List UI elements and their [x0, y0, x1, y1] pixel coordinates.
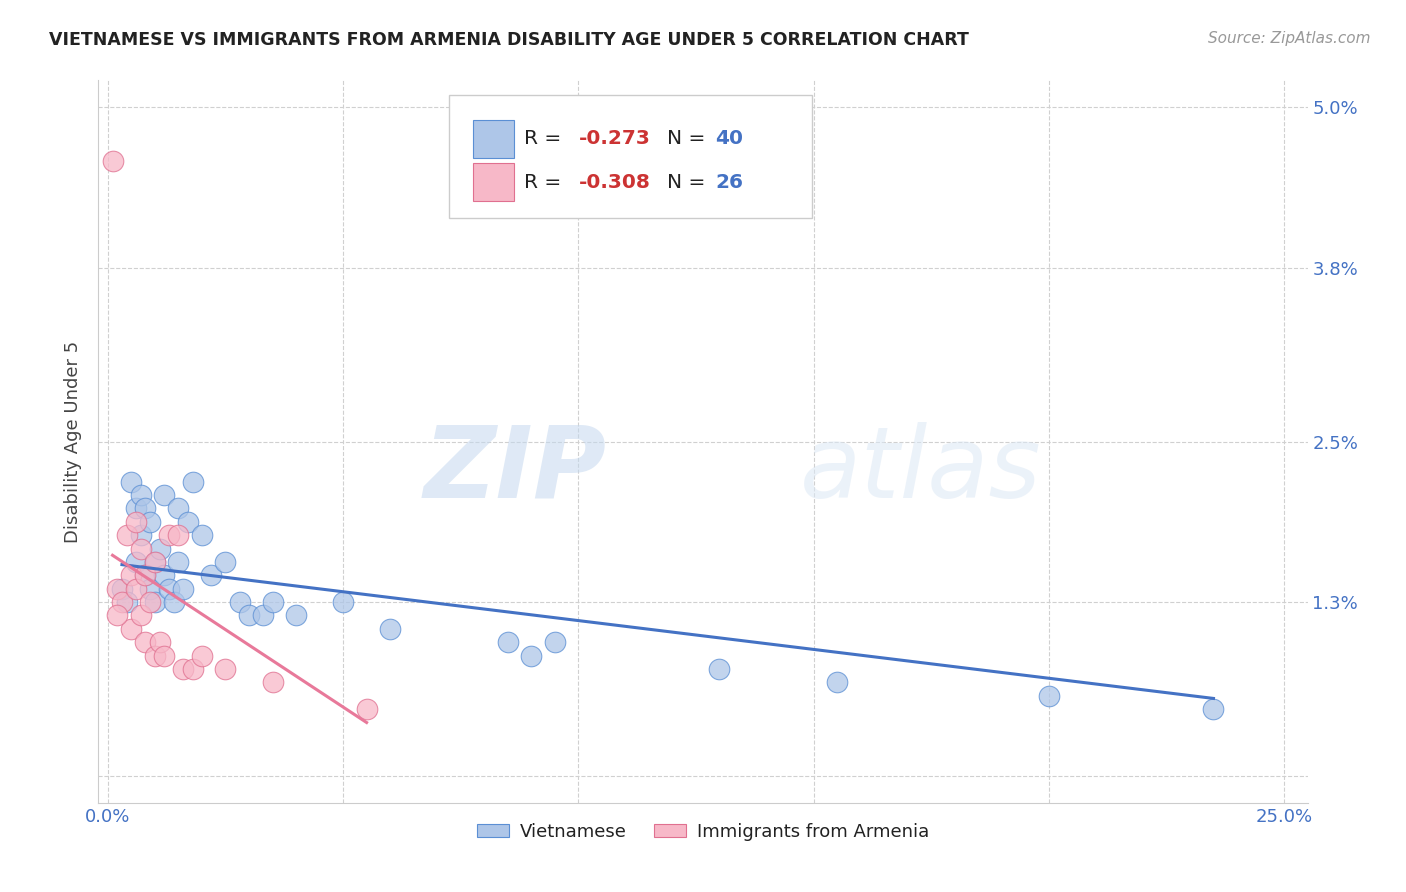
Point [544, 635, 567, 649]
Text: R =: R = [524, 173, 568, 192]
Point [157, 528, 180, 542]
Point [238, 608, 260, 623]
FancyBboxPatch shape [474, 163, 515, 201]
Point [120, 475, 142, 489]
Text: 26: 26 [716, 173, 744, 192]
Point [105, 582, 128, 596]
Point [181, 662, 204, 676]
Point [172, 582, 194, 596]
Point [200, 568, 222, 582]
Text: 40: 40 [716, 129, 744, 148]
Point [262, 675, 284, 690]
Point [115, 528, 138, 542]
Point [252, 608, 274, 623]
Point [120, 622, 142, 636]
Point [285, 608, 308, 623]
Point [177, 515, 200, 529]
Point [139, 582, 162, 596]
Point [709, 662, 731, 676]
Point [125, 555, 148, 569]
Point [134, 568, 156, 582]
Point [134, 635, 156, 649]
Point [101, 153, 124, 168]
Point [125, 582, 148, 596]
Point [134, 501, 156, 516]
Point [134, 568, 156, 582]
Text: ZIP: ZIP [423, 422, 606, 519]
Point [111, 582, 134, 596]
Point [191, 648, 214, 663]
Point [214, 555, 236, 569]
Text: N =: N = [666, 129, 711, 148]
Point [129, 488, 152, 502]
Point [356, 702, 378, 716]
Point [139, 595, 162, 609]
Point [153, 488, 176, 502]
Text: N =: N = [666, 173, 711, 192]
Text: -0.273: -0.273 [578, 129, 651, 148]
Point [228, 595, 250, 609]
Point [149, 541, 172, 556]
Point [496, 635, 519, 649]
Text: R =: R = [524, 129, 568, 148]
Text: -0.308: -0.308 [578, 173, 651, 192]
Point [149, 635, 172, 649]
Point [143, 555, 166, 569]
Point [139, 515, 162, 529]
Point [143, 555, 166, 569]
Point [332, 595, 354, 609]
Point [191, 528, 214, 542]
Point [105, 608, 128, 623]
Y-axis label: Disability Age Under 5: Disability Age Under 5 [63, 341, 82, 542]
Point [1202, 702, 1225, 716]
Point [125, 501, 148, 516]
Point [520, 648, 543, 663]
Point [129, 541, 152, 556]
Point [167, 501, 190, 516]
Point [111, 595, 134, 609]
Point [129, 528, 152, 542]
Point [153, 648, 176, 663]
Point [167, 555, 190, 569]
Text: atlas: atlas [800, 422, 1042, 519]
Point [157, 582, 180, 596]
Point [115, 595, 138, 609]
Text: VIETNAMESE VS IMMIGRANTS FROM ARMENIA DISABILITY AGE UNDER 5 CORRELATION CHART: VIETNAMESE VS IMMIGRANTS FROM ARMENIA DI… [49, 31, 969, 49]
Point [143, 595, 166, 609]
FancyBboxPatch shape [449, 95, 811, 218]
Point [181, 475, 204, 489]
Point [120, 568, 142, 582]
Point [129, 608, 152, 623]
Point [378, 622, 401, 636]
Point [172, 662, 194, 676]
Point [163, 595, 186, 609]
Point [167, 528, 190, 542]
Point [262, 595, 284, 609]
Point [214, 662, 236, 676]
Legend: Vietnamese, Immigrants from Armenia: Vietnamese, Immigrants from Armenia [470, 815, 936, 848]
Point [153, 568, 176, 582]
Point [125, 515, 148, 529]
Text: Source: ZipAtlas.com: Source: ZipAtlas.com [1208, 31, 1371, 46]
Point [143, 648, 166, 663]
Point [1038, 689, 1060, 703]
Point [825, 675, 848, 690]
FancyBboxPatch shape [474, 120, 515, 158]
